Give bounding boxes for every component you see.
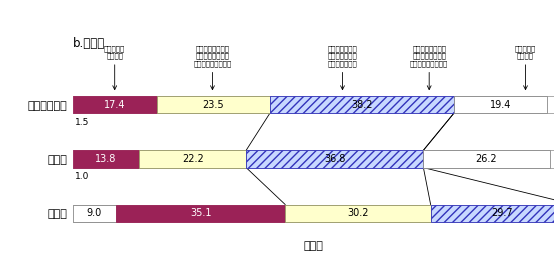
Bar <box>73 150 139 168</box>
Text: 9.0: 9.0 <box>87 208 102 218</box>
Text: 19.4: 19.4 <box>490 100 511 110</box>
Text: 1.0: 1.0 <box>75 172 90 181</box>
Bar <box>73 205 116 222</box>
Text: 23.5: 23.5 <box>202 100 224 110</box>
Text: 35.1: 35.1 <box>190 208 212 218</box>
Bar <box>270 96 454 113</box>
Text: 26.2: 26.2 <box>475 154 497 164</box>
Bar <box>423 150 549 168</box>
Bar <box>116 205 285 222</box>
Text: 17.4: 17.4 <box>104 100 125 110</box>
Text: 30.2: 30.2 <box>347 208 368 218</box>
Bar <box>285 205 431 222</box>
Bar <box>454 96 547 113</box>
Text: 1.5: 1.5 <box>75 118 90 127</box>
Text: b.賃金面: b.賃金面 <box>73 37 105 50</box>
Text: 能力主義的賌金を
中心にある程度年
功主義的賌金を考慮: 能力主義的賌金を 中心にある程度年 功主義的賌金を考慮 <box>410 45 449 89</box>
Bar <box>157 96 270 113</box>
Bar <box>246 150 423 168</box>
Text: 13.8: 13.8 <box>95 154 116 164</box>
Text: 38.2: 38.2 <box>351 100 372 110</box>
Text: 年功主義的賌金
と能力主義的賌
金を同程度採用: 年功主義的賌金 と能力主義的賌 金を同程度採用 <box>328 45 357 89</box>
Text: 22.2: 22.2 <box>182 154 204 164</box>
Text: 29.7: 29.7 <box>491 208 513 218</box>
Bar <box>431 205 560 222</box>
Bar <box>139 150 246 168</box>
Bar <box>73 96 157 113</box>
Text: 年功主義的
賌金中心: 年功主義的 賌金中心 <box>104 45 125 89</box>
Text: 36.8: 36.8 <box>324 154 346 164</box>
Text: 能力主義的
賌金中心: 能力主義的 賌金中心 <box>515 45 536 89</box>
Text: （％）: （％） <box>304 241 324 251</box>
Text: 年功主義的賌金を
中心にある程度能
力主義的賌金を採用: 年功主義的賌金を 中心にある程度能 力主義的賌金を採用 <box>193 45 232 89</box>
